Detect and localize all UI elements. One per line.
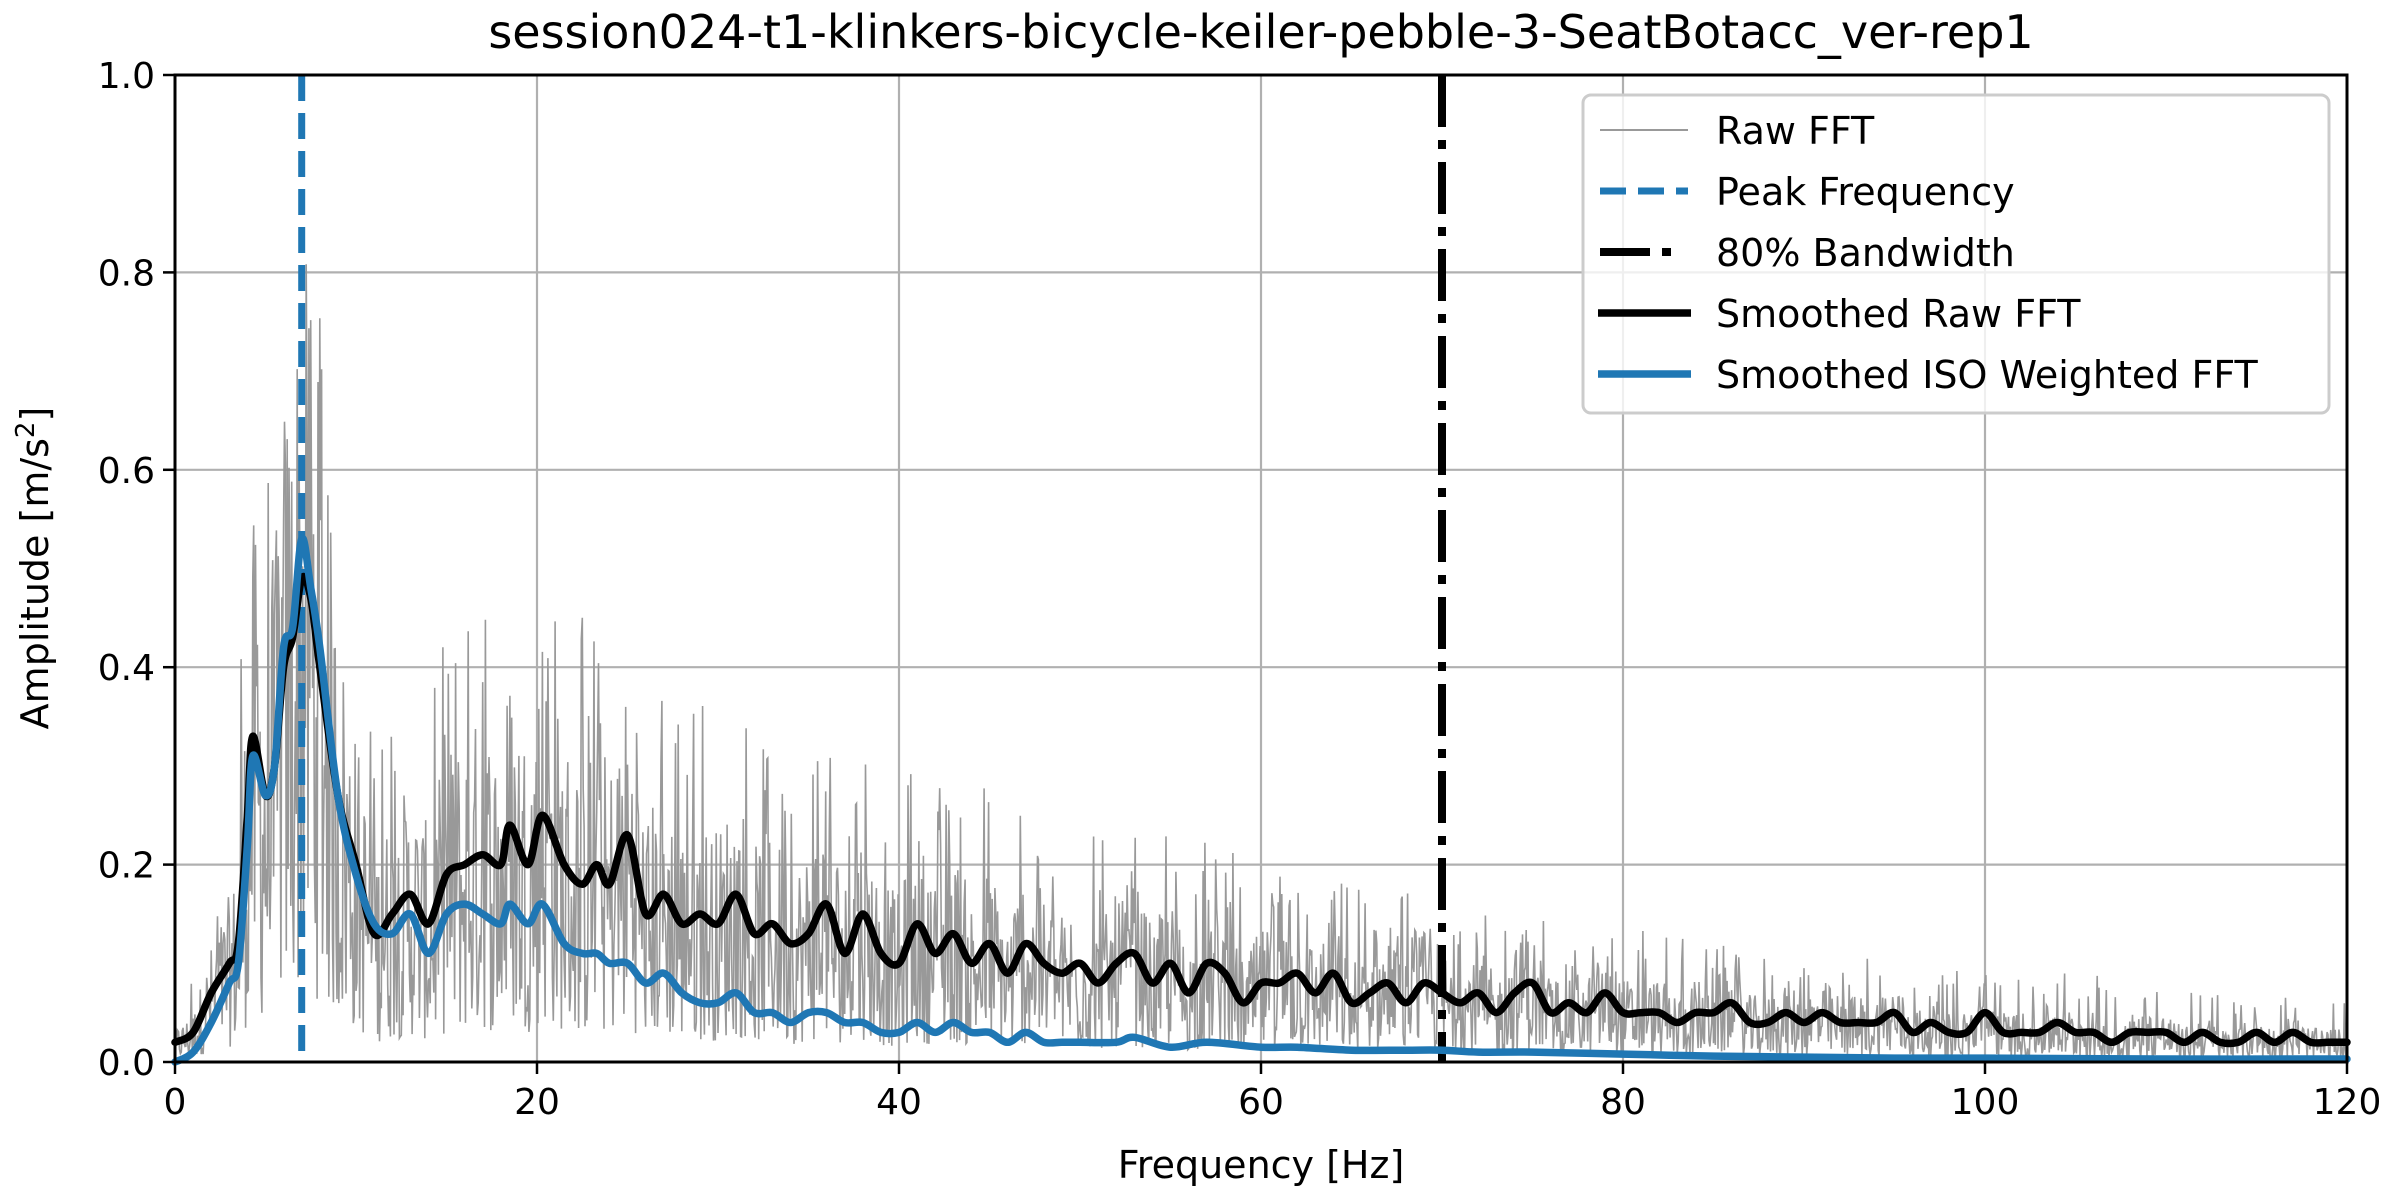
y-tick-label: 0.8 (98, 253, 155, 294)
legend-label: Smoothed Raw FFT (1716, 292, 2081, 336)
smoothed-raw-fft-line (171, 572, 2351, 1048)
y-tick-label: 0.0 (98, 1043, 155, 1084)
y-tick-label: 0.4 (98, 648, 155, 689)
legend-item: Smoothed ISO Weighted FFT (1598, 353, 2259, 397)
x-axis-label: Frequency [Hz] (1118, 1143, 1405, 1187)
legend-label: Peak Frequency (1716, 170, 2015, 214)
legend-box (1581, 93, 2331, 415)
y-axis-label: Amplitude [m/s2] (11, 407, 57, 730)
smoothed-series (171, 534, 2351, 1066)
legend-label: Raw FFT (1716, 109, 1875, 153)
chart-title: session024-t1-klinkers-bicycle-keiler-pe… (488, 5, 2033, 59)
legend-label: Smoothed ISO Weighted FFT (1716, 353, 2259, 397)
x-axis-ticks: 0 20 40 60 80 100 120 (164, 1062, 2382, 1123)
raw-fft-line (174, 264, 2348, 1062)
legend-item: 80% Bandwidth (1600, 231, 2015, 275)
y-axis-label-main: Amplitude [m/s (13, 438, 57, 729)
y-tick-label: 0.6 (98, 451, 155, 492)
y-tick-label: 0.2 (98, 846, 155, 887)
x-tick-label: 40 (876, 1082, 922, 1123)
legend-label: 80% Bandwidth (1716, 231, 2015, 275)
x-tick-label: 0 (164, 1082, 187, 1123)
x-tick-label: 20 (514, 1082, 560, 1123)
y-tick-label: 1.0 (98, 56, 155, 97)
legend-item: Raw FFT (1600, 109, 1875, 153)
legend-item: Smoothed Raw FFT (1598, 292, 2081, 336)
legend-item: Peak Frequency (1600, 170, 2015, 214)
x-tick-label: 60 (1238, 1082, 1284, 1123)
y-axis-label-end: ] (13, 407, 57, 422)
y-axis-label-sup: 2 (11, 422, 41, 439)
smoothed-iso-weighted-fft-line (171, 534, 2351, 1066)
reference-lines (298, 75, 1446, 1062)
y-axis-ticks: 0.0 0.2 0.4 0.6 0.8 1.0 (98, 56, 175, 1084)
x-tick-label: 120 (2313, 1082, 2382, 1123)
x-tick-label: 80 (1600, 1082, 1646, 1123)
x-tick-label: 100 (1951, 1082, 2020, 1123)
legend: Raw FFT Peak Frequency 80% Bandwidth Smooth… (1581, 93, 2331, 415)
raw-fft-series (174, 264, 2348, 1062)
